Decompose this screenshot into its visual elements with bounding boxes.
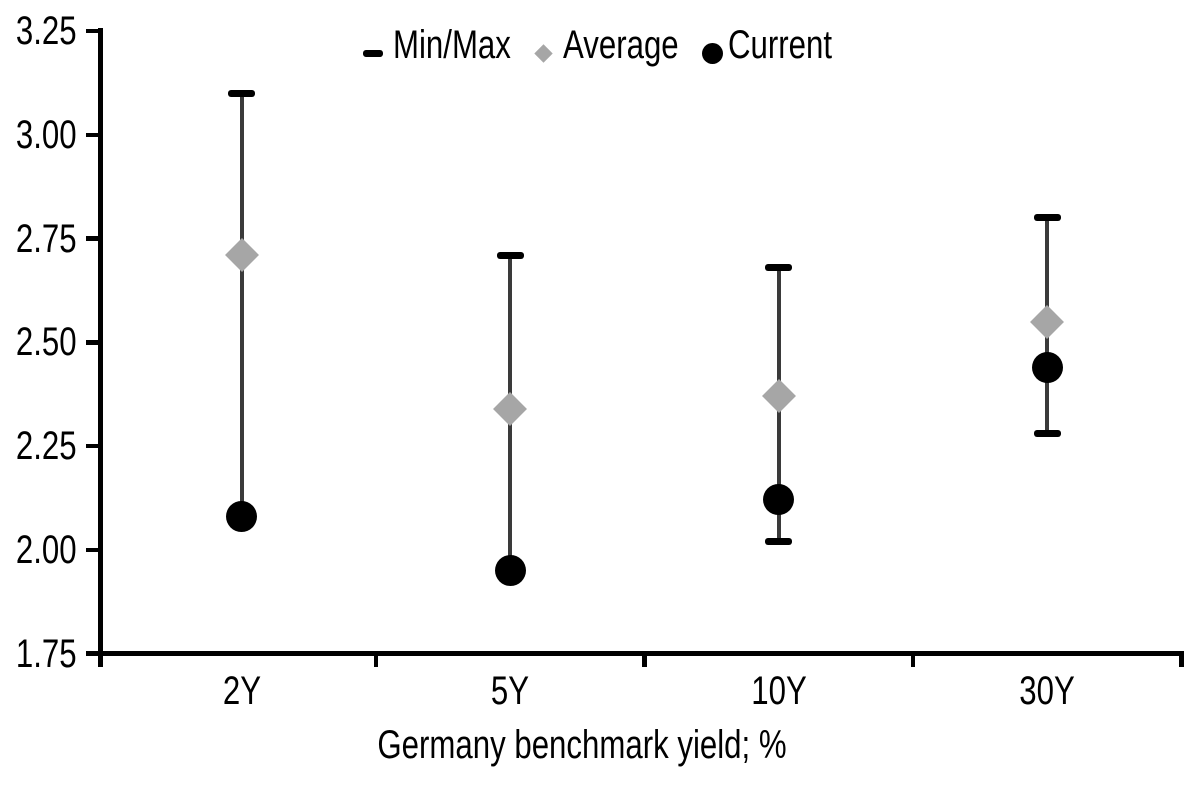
y-tick-label: 3.25	[15, 9, 77, 53]
average-diamond	[224, 238, 259, 273]
y-axis-tick	[86, 340, 99, 345]
average-diamond	[1030, 304, 1065, 339]
current-dot	[494, 555, 526, 586]
x-axis-title: Germany benchmark yield; %	[377, 723, 787, 767]
x-axis-tick	[1179, 651, 1184, 667]
y-axis-tick	[86, 28, 99, 34]
y-tick-label: 2.75	[15, 216, 77, 261]
y-tick-label: 2.00	[15, 527, 77, 572]
x-tick-label: 10Y	[750, 669, 807, 713]
y-axis-tick	[86, 651, 99, 656]
x-axis-tick	[642, 651, 647, 667]
average-diamond	[761, 379, 796, 414]
current-dot	[1031, 351, 1063, 383]
current-legend-circle-icon	[702, 43, 723, 64]
x-axis-line	[98, 651, 1184, 656]
x-tick-label: 5Y	[491, 669, 530, 713]
min-cap	[1033, 430, 1061, 438]
y-tick-label: 3.00	[15, 112, 77, 157]
y-axis-tick	[86, 547, 99, 552]
y-tick-label: 2.50	[15, 320, 77, 365]
x-tick-label: 2Y	[222, 669, 261, 713]
y-axis-tick	[86, 132, 99, 137]
average-diamond	[493, 391, 528, 426]
max-cap	[1033, 214, 1061, 222]
x-tick-label: 30Y	[1019, 669, 1076, 713]
current-dot	[763, 484, 795, 516]
max-cap	[765, 264, 793, 272]
legend-label-minmax: Min/Max	[393, 23, 511, 67]
minmax-range-line	[239, 93, 244, 517]
y-tick-label: 1.75	[15, 631, 77, 676]
average-legend-diamond-icon	[534, 44, 553, 63]
legend-label-current: Current	[728, 23, 833, 67]
current-dot	[226, 501, 258, 533]
min-cap	[765, 537, 793, 545]
x-axis-tick	[910, 651, 916, 667]
y-axis-tick	[86, 443, 99, 449]
max-cap	[228, 89, 256, 97]
minmax-legend-dash-icon	[363, 50, 383, 57]
x-axis-tick	[373, 651, 379, 667]
max-cap	[496, 251, 524, 259]
y-axis-tick	[86, 236, 99, 241]
y-tick-label: 2.25	[15, 424, 77, 468]
y-axis-line	[98, 28, 103, 667]
legend-label-average: Average	[563, 23, 679, 67]
